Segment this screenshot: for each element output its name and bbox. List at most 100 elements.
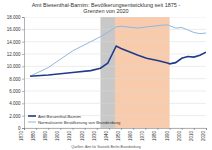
y-tick-mark bbox=[22, 42, 24, 43]
x-tick-label: 1940 bbox=[104, 131, 109, 142]
grid-line bbox=[24, 91, 206, 92]
x-tick-mark bbox=[133, 128, 134, 130]
legend-swatch bbox=[28, 122, 36, 123]
x-tick-label: 2020 bbox=[201, 131, 206, 142]
grid-line bbox=[24, 78, 206, 79]
grid-line bbox=[24, 41, 206, 42]
grid-line bbox=[24, 29, 206, 30]
y-tick-mark bbox=[22, 91, 24, 92]
x-tick: 1900 bbox=[55, 128, 61, 141]
x-tick: 1890 bbox=[43, 128, 49, 141]
x-tick-mark bbox=[85, 128, 86, 130]
x-tick: 2000 bbox=[177, 128, 183, 141]
shaded-period bbox=[115, 17, 170, 128]
x-tick: 1920 bbox=[80, 128, 86, 141]
x-tick: 1980 bbox=[152, 128, 158, 141]
x-tick: 1960 bbox=[128, 128, 134, 141]
legend-label: Normalisierte Bevölkerung von Brandenbur… bbox=[38, 120, 121, 125]
x-tick-mark bbox=[194, 128, 195, 130]
legend-swatch bbox=[28, 115, 36, 117]
shaded-period bbox=[100, 17, 115, 128]
y-tick-label: 18.000 bbox=[7, 15, 21, 20]
y-tick: 16.000 bbox=[7, 27, 24, 32]
y-axis: 0 2.000 4.000 6.000 8.000 10.000 12.000 14.000 1… bbox=[7, 15, 25, 131]
x-tick: 2020 bbox=[201, 128, 207, 141]
x-tick-label: 2010 bbox=[189, 131, 194, 142]
grid-line bbox=[24, 103, 206, 104]
y-tick-mark bbox=[22, 128, 24, 129]
y-tick-mark bbox=[22, 103, 24, 104]
x-tick: 1940 bbox=[104, 128, 110, 141]
grid-line bbox=[24, 54, 206, 55]
x-tick-label: 1960 bbox=[128, 131, 133, 142]
chart: Amt Biesenthal-Barnim: Bevölkerungsentwi… bbox=[0, 0, 212, 150]
x-tick-mark bbox=[170, 128, 171, 130]
y-tick: 10.000 bbox=[7, 64, 24, 69]
x-tick-mark bbox=[24, 128, 25, 130]
x-tick: 2010 bbox=[189, 128, 195, 141]
x-tick-mark bbox=[109, 128, 110, 130]
subtitle: Grenzen von 2020 bbox=[83, 8, 128, 14]
x-tick-label: 1980 bbox=[152, 131, 157, 142]
y-tick: 0 bbox=[18, 126, 24, 131]
x-tick-label: 1910 bbox=[67, 131, 72, 142]
y-tick-label: 4.000 bbox=[9, 101, 21, 106]
x-tick-label: 1890 bbox=[43, 131, 48, 142]
y-tick: 18.000 bbox=[7, 15, 24, 20]
y-tick-mark bbox=[22, 17, 24, 18]
x-tick-label: 1970 bbox=[140, 131, 145, 142]
series-line bbox=[30, 46, 206, 76]
x-axis-line bbox=[25, 129, 207, 131]
y-tick: 4.000 bbox=[9, 101, 24, 106]
legend: Amt Biesenthal-BarnimNormalisierte Bevöl… bbox=[28, 114, 121, 125]
x-tick-mark bbox=[97, 128, 98, 130]
grid-line bbox=[24, 17, 206, 18]
x-tick-mark bbox=[73, 128, 74, 130]
x-tick: 1970 bbox=[140, 128, 146, 141]
x-tick-mark bbox=[60, 128, 61, 130]
x-tick-mark bbox=[145, 128, 146, 130]
x-tick-label: 1930 bbox=[92, 131, 97, 142]
x-tick: 1950 bbox=[116, 128, 122, 141]
y-tick-label: 12.000 bbox=[7, 52, 21, 57]
x-tick-mark bbox=[182, 128, 183, 130]
y-tick-mark bbox=[22, 116, 24, 117]
y-tick: 6.000 bbox=[9, 89, 24, 94]
y-tick: 12.000 bbox=[7, 52, 24, 57]
y-tick: 14.000 bbox=[7, 40, 24, 45]
series-line bbox=[30, 25, 206, 76]
x-axis: 1870 1880 1890 1900 1910 1920 1930 1940 1950 1960… bbox=[19, 128, 207, 141]
y-tick-label: 10.000 bbox=[7, 64, 21, 69]
x-tick-label: 2000 bbox=[177, 131, 182, 142]
x-tick-mark bbox=[36, 128, 37, 130]
y-axis-line bbox=[22, 18, 25, 129]
x-tick: 1880 bbox=[31, 128, 37, 141]
x-tick: 1870 bbox=[19, 128, 25, 141]
y-tick: 2.000 bbox=[9, 114, 24, 119]
y-tick-label: 8.000 bbox=[9, 77, 21, 82]
y-tick-mark bbox=[22, 79, 24, 80]
y-tick: 8.000 bbox=[9, 77, 24, 82]
x-tick-mark bbox=[206, 128, 207, 130]
y-tick-label: 0 bbox=[18, 126, 21, 131]
y-tick-label: 14.000 bbox=[7, 40, 21, 45]
x-tick-mark bbox=[121, 128, 122, 130]
grid-line bbox=[24, 128, 206, 129]
x-tick-label: 1880 bbox=[31, 131, 36, 142]
marks bbox=[24, 17, 206, 128]
x-tick: 1930 bbox=[92, 128, 98, 141]
x-tick-label: 1900 bbox=[55, 131, 60, 142]
y-tick-label: 6.000 bbox=[9, 89, 21, 94]
x-tick: 1910 bbox=[67, 128, 73, 141]
x-tick-label: 1950 bbox=[116, 131, 121, 142]
x-tick: 1990 bbox=[165, 128, 171, 141]
y-tick-mark bbox=[22, 29, 24, 30]
x-tick-mark bbox=[48, 128, 49, 130]
plot: 0 2.000 4.000 6.000 8.000 10.000 12.000 14.000 1… bbox=[7, 15, 207, 141]
x-tick-label: 1920 bbox=[80, 131, 85, 142]
x-tick-label: 1990 bbox=[165, 131, 170, 142]
y-tick-mark bbox=[22, 54, 24, 55]
source: Quellen: Amt für Statistik Berlin-Brande… bbox=[71, 145, 141, 149]
y-tick-label: 2.000 bbox=[9, 114, 21, 119]
y-tick-mark bbox=[22, 66, 24, 67]
